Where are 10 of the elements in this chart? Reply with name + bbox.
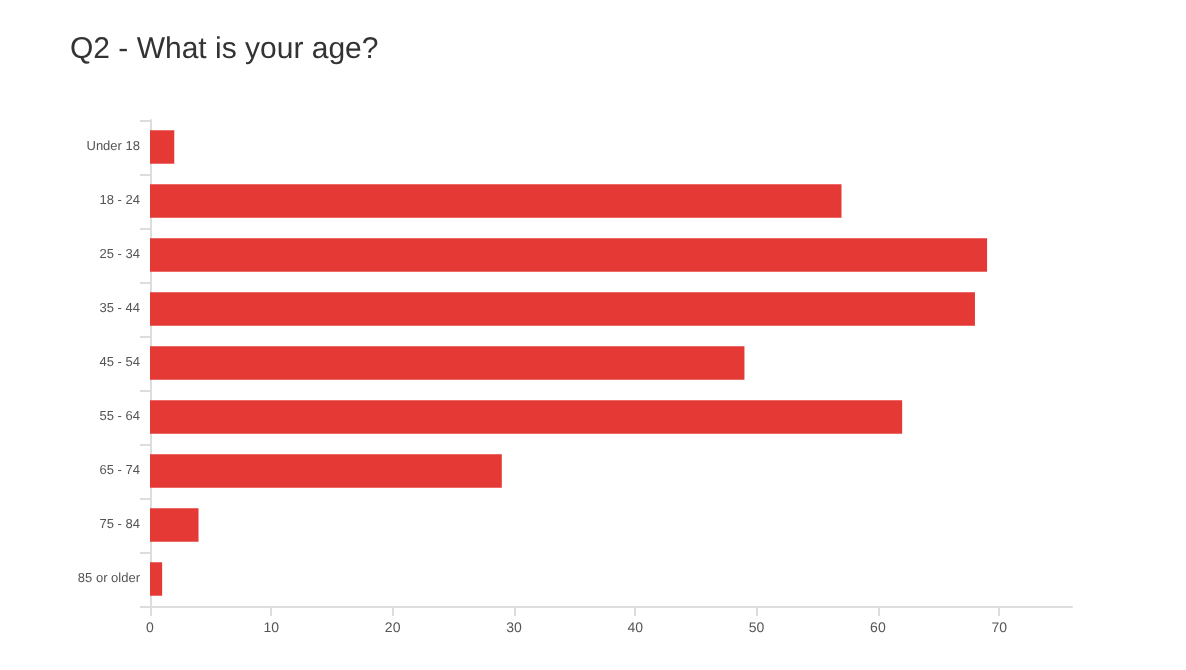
chart-title: Q2 - What is your age?	[70, 32, 379, 66]
bar	[150, 454, 502, 488]
bar	[150, 346, 745, 380]
bar	[150, 400, 903, 434]
bar	[150, 562, 163, 596]
bar	[150, 292, 975, 326]
bar	[150, 130, 175, 164]
bar	[150, 508, 199, 542]
bar	[150, 184, 842, 218]
bar	[150, 238, 988, 272]
